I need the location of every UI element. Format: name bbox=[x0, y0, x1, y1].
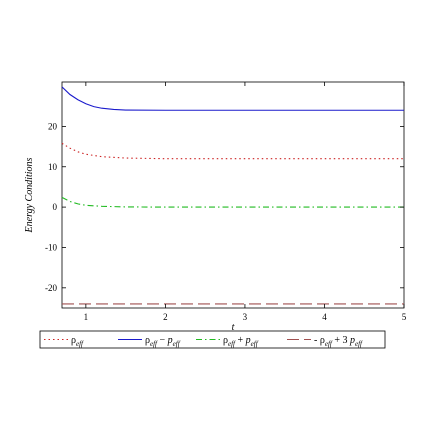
legend: ρeff​ ρeff​ − peff​ ρeff​ + peff​ - ρeff​ +… bbox=[39, 330, 386, 349]
legend-label: ρeff​ bbox=[71, 335, 84, 348]
y-axis-label: Energy Conditions bbox=[24, 157, 35, 233]
legend-item-4: - ρeff​ + 3 peff​ bbox=[287, 335, 363, 348]
x-tick-label: 3 bbox=[243, 312, 248, 322]
series-line-2 bbox=[61, 86, 404, 111]
plot-frame bbox=[61, 81, 405, 309]
series-line-3 bbox=[61, 196, 404, 208]
y-tick-label: -20 bbox=[45, 283, 57, 293]
x-tick-label: 5 bbox=[402, 312, 407, 322]
x-tick-label: 1 bbox=[84, 312, 89, 322]
y-tick-label: -10 bbox=[45, 242, 57, 252]
series-layer bbox=[61, 86, 404, 305]
ticks-layer: 1 2 3 4 5 -20 -10 0 10 20 bbox=[45, 82, 407, 322]
y-tick-label: 0 bbox=[53, 202, 58, 212]
y-tick-label: 20 bbox=[48, 121, 58, 131]
legend-label: ρeff​ + peff​ bbox=[223, 335, 259, 348]
legend-item-3: ρeff​ + peff​ bbox=[196, 335, 259, 348]
legend-item-1: ρeff​ bbox=[44, 335, 84, 348]
x-tick-label: 2 bbox=[163, 312, 168, 322]
legend-label: - ρeff​ + 3 peff​ bbox=[314, 335, 363, 348]
legend-label: ρeff​ − peff​ bbox=[145, 335, 181, 348]
y-tick-label: 10 bbox=[48, 162, 58, 172]
x-axis-label: t bbox=[232, 322, 235, 333]
legend-item-2: ρeff​ − peff​ bbox=[118, 335, 181, 348]
x-tick-label: 4 bbox=[322, 312, 327, 322]
series-line-1 bbox=[61, 142, 404, 160]
